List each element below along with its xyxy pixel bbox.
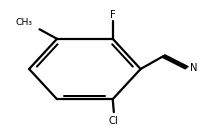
Text: CH₃: CH₃: [16, 18, 33, 26]
Text: Cl: Cl: [109, 116, 119, 126]
Text: N: N: [190, 63, 197, 73]
Text: F: F: [110, 10, 116, 20]
